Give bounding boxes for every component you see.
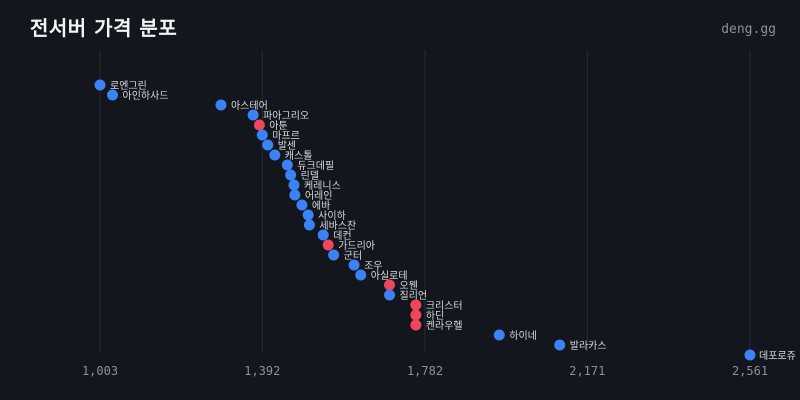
point-marker[interactable] bbox=[303, 219, 315, 231]
point-marker[interactable] bbox=[262, 139, 274, 151]
data-point[interactable]: 발센 bbox=[262, 139, 296, 153]
data-point[interactable]: 발라카스 bbox=[554, 339, 607, 353]
x-tick-label: 1,003 bbox=[82, 364, 118, 378]
point-label: 아툰 bbox=[269, 120, 287, 132]
data-points: 로엔그린아인하사드아스테어파아그리오아툰마프르발센캐스톨듀크데필린델케레니스어레… bbox=[94, 79, 796, 363]
point-label: 아스테어 bbox=[231, 100, 268, 112]
point-marker[interactable] bbox=[288, 179, 300, 191]
point-label: 사이하 bbox=[318, 209, 346, 222]
data-point[interactable]: 사이하 bbox=[302, 209, 346, 222]
point-marker[interactable] bbox=[281, 159, 293, 171]
highlight-point-marker[interactable] bbox=[410, 319, 422, 331]
data-point[interactable]: 군터 bbox=[328, 249, 362, 263]
point-label: 발라카스 bbox=[570, 340, 607, 352]
point-label: 아실로테 bbox=[371, 270, 408, 282]
point-marker[interactable] bbox=[296, 199, 308, 211]
point-marker[interactable] bbox=[94, 79, 106, 91]
point-label: 듀크데필 bbox=[297, 160, 334, 172]
data-point[interactable]: 케레니스 bbox=[288, 179, 341, 193]
data-point[interactable]: 린델 bbox=[285, 169, 319, 183]
point-marker[interactable] bbox=[744, 349, 756, 361]
data-point[interactable]: 아실로테 bbox=[355, 269, 408, 283]
point-label: 군터 bbox=[344, 250, 362, 262]
point-label: 아인하사드 bbox=[123, 89, 169, 102]
point-marker[interactable] bbox=[317, 229, 329, 241]
data-point[interactable]: 아툰 bbox=[253, 119, 288, 133]
point-marker[interactable] bbox=[256, 129, 268, 141]
data-point[interactable]: 하딘 bbox=[410, 309, 444, 322]
point-label: 질리언 bbox=[400, 290, 428, 302]
point-label: 조우 bbox=[364, 260, 382, 272]
point-label: 어레인 bbox=[305, 190, 333, 202]
data-point[interactable]: 데포로쥬 bbox=[744, 349, 796, 363]
point-label: 데포로쥬 bbox=[759, 350, 796, 362]
x-axis-ticks: 1,003 1,392 1,782 2,171 2,561 bbox=[82, 364, 768, 378]
point-marker[interactable] bbox=[289, 189, 301, 201]
point-label: 케레니스 bbox=[304, 180, 341, 192]
data-point[interactable]: 에바 bbox=[296, 199, 330, 213]
data-point[interactable]: 어레인 bbox=[289, 189, 333, 203]
point-marker[interactable] bbox=[384, 289, 396, 301]
point-marker[interactable] bbox=[493, 329, 505, 341]
data-point[interactable]: 아스테어 bbox=[215, 99, 268, 113]
point-label: 크리스터 bbox=[426, 300, 463, 312]
highlight-point-marker[interactable] bbox=[410, 299, 422, 311]
data-point[interactable]: 마프르 bbox=[256, 129, 300, 143]
point-label: 가드리아 bbox=[338, 240, 375, 252]
data-point[interactable]: 켄라우헬 bbox=[410, 319, 463, 333]
data-point[interactable]: 파아그리오 bbox=[247, 109, 310, 123]
point-label: 발센 bbox=[278, 140, 296, 152]
x-tick-label: 2,171 bbox=[569, 364, 605, 378]
point-label: 오웬 bbox=[400, 279, 418, 292]
point-label: 하딘 bbox=[426, 309, 444, 322]
highlight-point-marker[interactable] bbox=[253, 119, 265, 131]
data-point[interactable]: 데컨 bbox=[317, 229, 352, 243]
point-label: 린델 bbox=[301, 170, 319, 182]
point-label: 에바 bbox=[312, 200, 330, 212]
data-point[interactable]: 세바스찬 bbox=[303, 219, 356, 233]
data-point[interactable]: 질리언 bbox=[384, 289, 428, 303]
point-marker[interactable] bbox=[355, 269, 367, 281]
highlight-point-marker[interactable] bbox=[384, 279, 396, 291]
point-marker[interactable] bbox=[302, 209, 314, 221]
point-marker[interactable] bbox=[215, 99, 227, 111]
point-label: 로엔그린 bbox=[110, 80, 147, 92]
data-point[interactable]: 오웬 bbox=[384, 279, 418, 292]
point-label: 세바스찬 bbox=[319, 220, 356, 232]
point-marker[interactable] bbox=[285, 169, 297, 181]
point-marker[interactable] bbox=[247, 109, 259, 121]
data-point[interactable]: 듀크데필 bbox=[281, 159, 334, 173]
point-label: 데컨 bbox=[333, 230, 351, 242]
x-tick-label: 1,782 bbox=[407, 364, 443, 378]
data-point[interactable]: 캐스톨 bbox=[269, 149, 313, 163]
point-label: 켄라우헬 bbox=[426, 320, 463, 332]
brand-label: deng.gg bbox=[721, 22, 776, 37]
page-title: 전서버 가격 분포 bbox=[30, 16, 178, 40]
x-tick-label: 2,561 bbox=[732, 364, 768, 378]
point-label: 하이네 bbox=[509, 329, 537, 342]
point-label: 캐스톨 bbox=[285, 150, 313, 162]
data-point[interactable]: 로엔그린 bbox=[94, 79, 147, 93]
x-tick-label: 1,392 bbox=[244, 364, 280, 378]
highlight-point-marker[interactable] bbox=[410, 309, 422, 321]
data-point[interactable]: 아인하사드 bbox=[107, 89, 169, 102]
data-point[interactable]: 하이네 bbox=[493, 329, 537, 342]
highlight-point-marker[interactable] bbox=[322, 239, 334, 251]
grid-lines bbox=[99, 50, 751, 352]
point-marker[interactable] bbox=[348, 259, 360, 271]
point-marker[interactable] bbox=[107, 89, 119, 101]
data-point[interactable]: 조우 bbox=[348, 259, 383, 273]
point-marker[interactable] bbox=[554, 339, 566, 351]
data-point[interactable]: 크리스터 bbox=[410, 299, 463, 313]
point-marker[interactable] bbox=[328, 249, 340, 261]
point-label: 파아그리오 bbox=[263, 110, 309, 122]
point-label: 마프르 bbox=[272, 130, 300, 142]
data-point[interactable]: 가드리아 bbox=[322, 239, 375, 253]
point-marker[interactable] bbox=[269, 149, 281, 161]
